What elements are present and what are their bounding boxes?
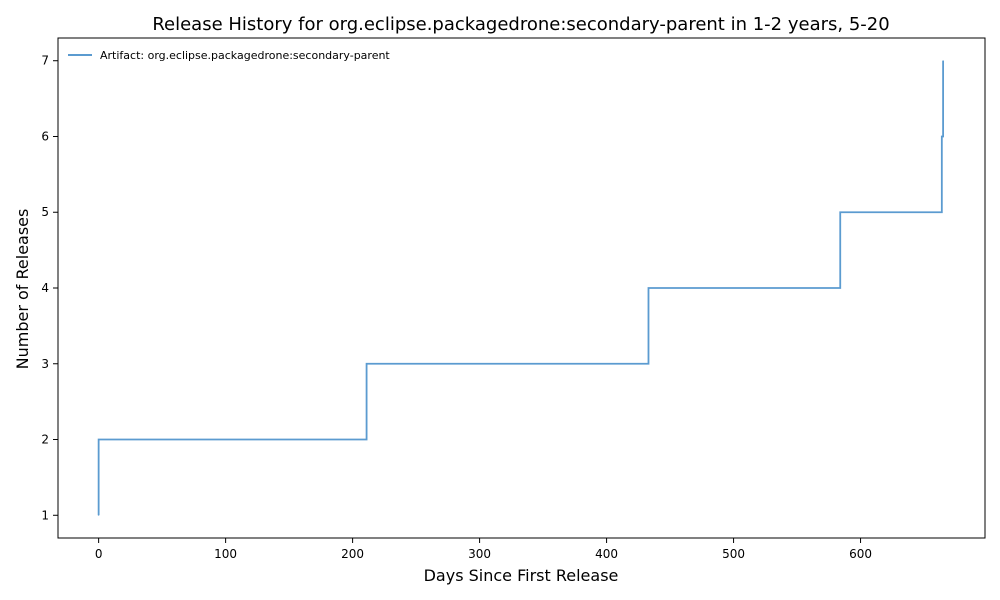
y-tick-label: 3 bbox=[41, 357, 49, 371]
release-point bbox=[366, 363, 368, 365]
x-tick-label: 0 bbox=[95, 547, 103, 561]
y-tick-label: 1 bbox=[41, 508, 49, 522]
y-axis-label: Number of Releases bbox=[13, 209, 32, 370]
x-tick-label: 600 bbox=[849, 547, 872, 561]
release-point bbox=[941, 135, 943, 137]
y-tick-label: 5 bbox=[41, 205, 49, 219]
series-group bbox=[97, 60, 944, 516]
plot-area-frame bbox=[57, 37, 986, 539]
y-tick-label: 2 bbox=[41, 433, 49, 447]
y-tick-label: 4 bbox=[41, 281, 49, 295]
chart-title: Release History for org.eclipse.packaged… bbox=[152, 14, 889, 35]
legend-entry-label: Artifact: org.eclipse.packagedrone:secon… bbox=[100, 49, 390, 62]
x-tick-label: 500 bbox=[722, 547, 745, 561]
y-tick-label: 7 bbox=[41, 54, 49, 68]
x-tick-label: 100 bbox=[214, 547, 237, 561]
x-axis-label: Days Since First Release bbox=[424, 566, 619, 585]
release-point bbox=[839, 211, 841, 213]
release-point bbox=[98, 514, 100, 516]
y-tick-label: 6 bbox=[41, 129, 49, 143]
x-tick-label: 300 bbox=[468, 547, 491, 561]
release-point bbox=[98, 439, 100, 441]
x-tick-label: 200 bbox=[341, 547, 364, 561]
release-point bbox=[942, 60, 944, 62]
series-step-line-0 bbox=[97, 60, 944, 516]
x-axis-ticks: 0 100 200 300 400 500 600 bbox=[95, 538, 872, 561]
legend: Artifact: org.eclipse.packagedrone:secon… bbox=[68, 49, 390, 62]
release-point bbox=[647, 287, 649, 289]
x-tick-label: 400 bbox=[595, 547, 618, 561]
y-axis-ticks: 1 2 3 4 5 6 7 bbox=[41, 54, 58, 522]
